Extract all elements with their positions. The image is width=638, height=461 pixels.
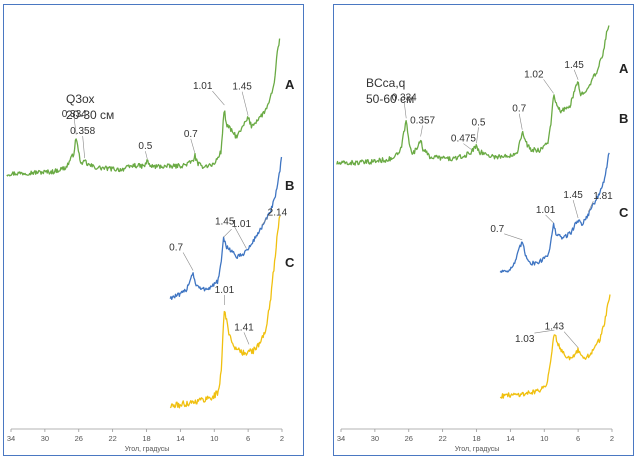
peak-label: 1.45: [215, 216, 235, 227]
x-axis-title: Угол, градусы: [125, 446, 170, 453]
series-line-a: [6, 38, 281, 177]
x-tick-label: 30: [41, 434, 49, 443]
peak-leader-line: [82, 136, 85, 159]
peak-leader-line: [241, 91, 249, 116]
peak-label: 0.334: [62, 109, 87, 120]
sample-label-line-2: 50-60 см: [366, 92, 415, 106]
series-label-b: B: [619, 111, 628, 126]
peak-label: 0.357: [410, 116, 435, 127]
x-axis-title: Угол, градусы: [455, 446, 500, 453]
peak-leader-line: [403, 102, 407, 119]
peak-leader-line: [534, 329, 555, 334]
xrd-panel-right: BCca,q 50-60 см 34 30 26 22 18 14 10 6 2 Угол, гр…: [333, 4, 634, 456]
peak-leader-line: [261, 217, 268, 226]
sample-label-line-2: 20-30 см: [66, 108, 115, 122]
sample-label-line-1: BCca,q: [366, 76, 406, 90]
peak-label: 1.45: [232, 82, 252, 93]
series-line-b: [499, 152, 610, 273]
peak-leader-line: [543, 79, 554, 94]
peak-label: 1.81: [593, 191, 613, 202]
x-tick-label: 22: [438, 434, 446, 443]
x-tick-label: 2: [280, 434, 284, 443]
x-tick-label: 26: [75, 434, 83, 443]
peak-label: 1.45: [563, 190, 583, 201]
series-label-c: C: [619, 205, 629, 220]
sample-label-line-1: Q3ох: [66, 92, 95, 106]
peak-leader-line: [73, 118, 77, 135]
series-line-a: [336, 25, 610, 166]
peak-label: 1.02: [524, 69, 544, 80]
peak-leader-line: [572, 199, 579, 219]
x-tick-label: 34: [7, 434, 15, 443]
x-tick-label: 14: [176, 434, 184, 443]
series-label-c: C: [285, 255, 295, 270]
x-tick-label: 18: [142, 434, 150, 443]
x-tick-label: 26: [405, 434, 413, 443]
peak-label: 1.41: [234, 322, 254, 333]
x-tick-label: 22: [108, 434, 116, 443]
peak-leader-line: [190, 138, 196, 153]
x-tick-label: 10: [540, 434, 548, 443]
peak-label: 1.03: [515, 334, 535, 345]
peak-leader-line: [463, 143, 472, 150]
peak-label: 1.45: [564, 60, 584, 71]
peak-label: 0.7: [512, 104, 526, 115]
peak-label: 2.14: [268, 207, 288, 218]
x-tick-label: 14: [506, 434, 514, 443]
series-line-c: [499, 294, 611, 399]
peak-leader-line: [145, 151, 148, 160]
peak-label: 1.01: [536, 205, 556, 216]
sample-label: Q3ох 20-30 см: [66, 91, 114, 123]
series-line-c: [169, 215, 281, 409]
peak-leader-line: [573, 69, 579, 80]
x-tick-label: 10: [210, 434, 218, 443]
xrd-panel-left: Q3ох 20-30 см 34 30 26 22 18 14 10 6 2 Угол, град…: [3, 4, 304, 456]
peak-label: 1.01: [193, 81, 213, 92]
x-tick-label: 34: [337, 434, 345, 443]
xrd-chart-right: 34 30 26 22 18 14 10 6 2 Угол, градусы A B C 0.334 0.3…: [336, 25, 629, 453]
peak-label: 0.7: [169, 242, 183, 253]
peak-leader-line: [518, 113, 523, 130]
peak-label: 0.475: [451, 134, 476, 145]
peak-label: 0.358: [70, 126, 95, 137]
peak-label: 0.7: [490, 224, 504, 235]
peak-leader-line: [588, 200, 594, 213]
peak-label: 1.01: [232, 219, 252, 230]
series-label-a: A: [285, 77, 295, 92]
sample-label: BCca,q 50-60 см: [366, 75, 414, 107]
peak-label: 0.7: [184, 129, 198, 140]
peak-leader-line: [243, 332, 250, 345]
peak-leader-line: [504, 233, 523, 241]
peak-label: 0.5: [472, 117, 486, 128]
peak-leader-line: [223, 228, 232, 238]
x-tick-label: 18: [472, 434, 480, 443]
xrd-chart-left: 34 30 26 22 18 14 10 6 2 Угол, градусы A B C 0.334 0.3…: [6, 38, 295, 453]
x-tick-label: 30: [371, 434, 379, 443]
series-label-a: A: [619, 61, 629, 76]
x-tick-label: 6: [246, 434, 250, 443]
peak-label: 0.334: [392, 92, 417, 103]
peak-leader-line: [234, 226, 247, 249]
x-tick-label: 2: [610, 434, 614, 443]
series-line-b: [169, 156, 283, 301]
peak-leader-line: [476, 127, 479, 144]
peak-leader-line: [212, 90, 225, 106]
peak-label: 1.01: [215, 285, 235, 296]
peak-label: 1.43: [545, 322, 565, 333]
x-tick-label: 6: [576, 434, 580, 443]
series-label-b: B: [285, 178, 294, 193]
peak-leader-line: [563, 331, 579, 348]
peak-label: 0.5: [138, 141, 152, 152]
peak-leader-line: [182, 252, 194, 271]
peak-leader-line: [420, 125, 423, 137]
peak-leader-line: [545, 214, 554, 224]
